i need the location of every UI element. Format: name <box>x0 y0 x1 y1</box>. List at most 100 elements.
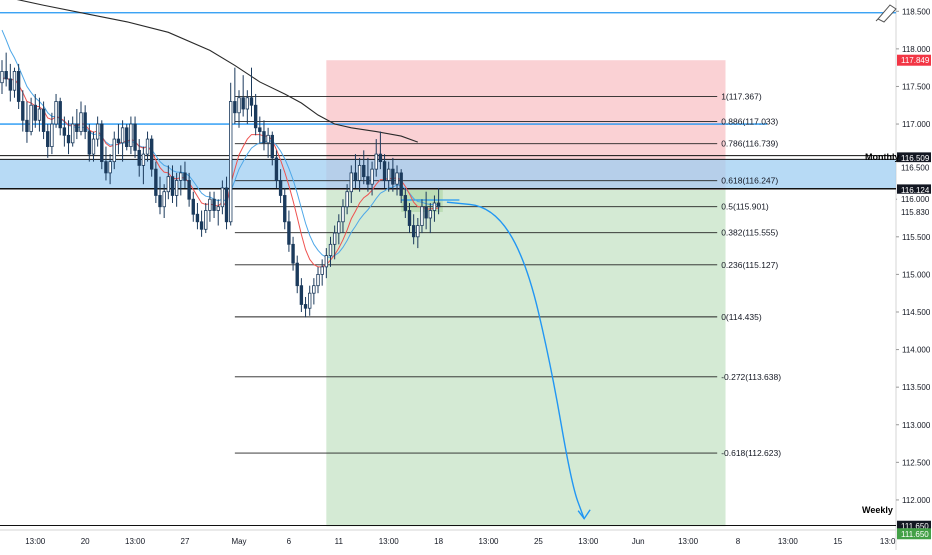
x-tick-label: 13:00 <box>678 537 699 546</box>
price-badge <box>897 193 931 205</box>
x-tick-label: 13:00 <box>778 537 799 546</box>
candle-body <box>112 138 116 163</box>
fib-level-label: -0.618(112.623) <box>721 448 781 458</box>
candle-body <box>120 127 125 144</box>
y-tick-label: 113.500 <box>902 383 931 392</box>
candle-body <box>399 172 403 196</box>
candle-body <box>191 198 195 215</box>
candle-body <box>391 168 395 185</box>
candle-body <box>199 221 204 230</box>
candle-body <box>174 180 179 196</box>
fib-level-label: 1(117.367) <box>721 91 762 101</box>
candle-body <box>83 112 87 132</box>
candle-body <box>116 138 121 144</box>
candle-body <box>0 71 4 84</box>
price-badge <box>897 152 931 164</box>
candle-body <box>428 210 432 219</box>
candle-body <box>41 108 46 132</box>
y-tick-label: 112.000 <box>902 496 931 505</box>
candle-body <box>91 138 96 155</box>
candle-body <box>46 131 50 147</box>
fib-level-label: 0.886(117.033) <box>721 117 778 127</box>
y-tick-label: 114.000 <box>902 346 931 355</box>
x-tick-label: 13:00 <box>25 537 46 546</box>
candle-body <box>229 101 233 223</box>
y-tick-label: 115.500 <box>902 233 931 242</box>
candle-body <box>303 304 308 309</box>
candle-body <box>316 273 320 287</box>
candle-body <box>241 97 245 110</box>
monthly-zone <box>0 159 896 189</box>
price-badge-label: 116.124 <box>901 186 930 195</box>
candle-body <box>407 210 412 226</box>
candle-body <box>12 71 17 91</box>
ema-mid-line <box>1 29 439 258</box>
candle-body <box>287 221 291 245</box>
fib-layer: 1(117.367) 0.886(117.033) 0.786(116.739) 0.… <box>234 91 781 458</box>
candle-body <box>158 195 162 208</box>
candle-body <box>420 206 424 226</box>
x-tick-label: 20 <box>81 537 90 546</box>
candle-body <box>125 127 129 147</box>
x-tick-label: 11 <box>335 537 344 546</box>
candle-body <box>150 138 154 170</box>
candle-body <box>187 180 191 200</box>
candle-body <box>432 202 437 211</box>
price-badge-label: 116.500 <box>901 164 930 173</box>
candle-body <box>224 187 229 223</box>
candle-body <box>29 104 33 132</box>
fib-level-label: 0.236(115.127) <box>721 260 778 270</box>
price-badge-label: 117.849 <box>901 56 930 65</box>
candle-body <box>208 198 212 211</box>
candle-body <box>332 232 337 245</box>
candle-body <box>436 202 441 208</box>
price-badge-label: 116.509 <box>901 154 930 163</box>
y-tick-label: 118.000 <box>902 45 931 54</box>
candles-layer <box>0 52 441 318</box>
x-tick-label: 8 <box>736 537 741 546</box>
candle-body <box>129 123 133 147</box>
candle-body <box>416 225 420 238</box>
candle-body <box>95 123 100 140</box>
x-tick-label: 13:0 <box>880 537 896 546</box>
candle-body <box>337 221 341 234</box>
candle-body <box>37 108 42 121</box>
candle-body <box>258 127 262 132</box>
resize-handle-icon[interactable] <box>875 4 897 23</box>
candle-body <box>70 123 75 144</box>
x-tick-label: 13:00 <box>125 537 146 546</box>
x-tick-label: 13:00 <box>478 537 499 546</box>
ema-fast-line <box>1 76 439 268</box>
fib-level-label: 0.5(115.901) <box>721 202 769 212</box>
y-tick-label: 112.500 <box>902 458 931 467</box>
price-badge-label: 116.000 <box>901 195 930 204</box>
x-tick-label: 25 <box>534 537 543 546</box>
candle-body <box>75 123 79 132</box>
candle-body <box>8 78 13 91</box>
candle-body <box>283 195 287 223</box>
candle-body <box>308 292 312 309</box>
x-tick-label: 13:00 <box>578 537 599 546</box>
price-badge <box>897 528 931 540</box>
projection-layer <box>446 201 591 520</box>
candle-body <box>237 97 241 114</box>
candle-body <box>145 138 150 155</box>
candle-body <box>324 255 329 268</box>
candle-body <box>166 176 171 193</box>
candle-body <box>266 134 270 144</box>
candle-body <box>141 153 146 166</box>
candle-body <box>137 149 141 166</box>
x-tick-label: 6 <box>287 537 292 546</box>
price-axis-layer: 118.500 118.000 117.500 117.000 116.500 116.0… <box>896 7 931 540</box>
price-badge <box>897 520 931 532</box>
candle-body <box>403 195 408 211</box>
candle-body <box>212 198 216 211</box>
projection-arrow-head-icon <box>577 509 591 520</box>
fib-level-label: 0.382(115.555) <box>721 228 778 238</box>
candle-body <box>374 153 378 170</box>
candle-body <box>274 157 279 181</box>
indicators-layer <box>1 0 439 268</box>
candle-body <box>345 191 349 208</box>
